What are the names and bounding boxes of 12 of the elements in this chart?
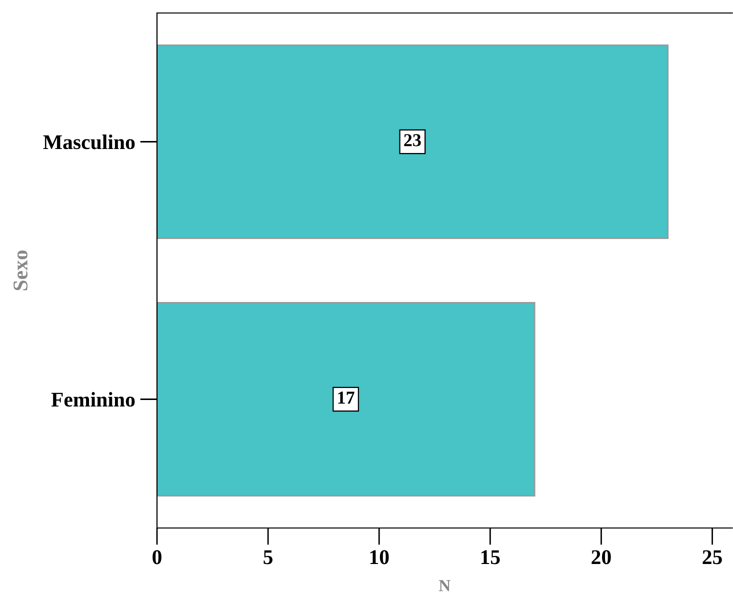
data-label: 23 xyxy=(404,134,421,146)
x-tick-label: 25 xyxy=(702,550,722,564)
x-tick-label: 15 xyxy=(481,550,500,564)
y-tick-label: Feminino xyxy=(51,392,135,407)
x-tick-label: 20 xyxy=(592,550,611,564)
y-axis-title: Sexo xyxy=(14,250,28,290)
x-tick-label: 0 xyxy=(152,550,162,564)
x-tick-label: 5 xyxy=(264,550,272,564)
x-tick-label: 10 xyxy=(370,550,389,564)
x-axis-title: N xyxy=(438,580,450,592)
y-tick-label: Masculino xyxy=(43,134,135,150)
data-label: 17 xyxy=(338,392,354,404)
